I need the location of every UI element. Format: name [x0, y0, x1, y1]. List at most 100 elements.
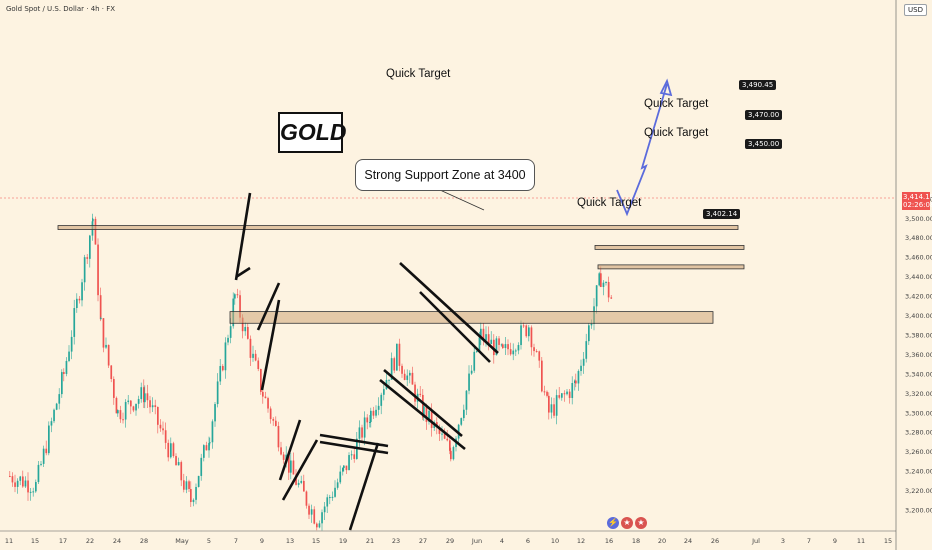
candle-body	[224, 342, 227, 371]
trendline[interactable]	[234, 192, 252, 281]
candle-body	[35, 482, 37, 492]
candle-body	[538, 351, 541, 361]
candle-body	[257, 360, 260, 370]
candle-body	[571, 383, 574, 398]
time-axis[interactable]: 11 15 17 22 24 28 May 5 7 9 13 15 19 21 23 27 29 Jun 4 6 10 1…	[5, 537, 892, 545]
candle-body	[446, 438, 449, 441]
x-tick-label: 26	[711, 537, 719, 545]
candle-body	[561, 393, 563, 398]
candle-body	[290, 460, 292, 473]
x-tick-label: 7	[234, 537, 238, 545]
candle-body	[40, 463, 42, 465]
trendline[interactable]	[399, 262, 499, 354]
candles	[9, 213, 613, 531]
candle-body	[502, 344, 504, 348]
callout-pointer	[439, 189, 485, 211]
candle-body	[159, 424, 162, 429]
candle-body	[275, 420, 277, 426]
candle-body	[313, 509, 316, 524]
candle-body	[463, 409, 465, 419]
y-tick-label: 3,420.00	[905, 293, 932, 301]
candle-body	[81, 282, 83, 301]
trendline[interactable]	[281, 439, 319, 501]
candle-body	[598, 273, 601, 286]
x-tick-label: 18	[632, 537, 640, 545]
candle-body	[575, 380, 577, 384]
candle-body	[190, 489, 192, 503]
candle-body	[331, 496, 334, 498]
y-tick-label: 3,240.00	[905, 468, 932, 476]
candle-body	[22, 476, 24, 487]
y-tick-label: 3,400.00	[905, 312, 932, 320]
x-tick-label: 24	[684, 537, 692, 545]
trendline[interactable]	[260, 299, 281, 391]
candle-body	[566, 391, 568, 395]
trendline[interactable]	[383, 369, 463, 437]
candle-body	[443, 433, 446, 439]
x-tick-label: 13	[286, 537, 294, 545]
candle-body	[393, 358, 396, 371]
candle-body	[236, 294, 239, 296]
candle-body	[73, 308, 76, 337]
target-zone[interactable]	[57, 225, 739, 230]
candle-body	[208, 443, 210, 451]
candle-body	[83, 257, 86, 283]
y-tick-label: 3,500.00	[905, 215, 932, 223]
candle-body	[468, 373, 470, 391]
lightning-icon[interactable]: ⚡	[607, 517, 619, 529]
candle-body	[70, 336, 73, 352]
candle-body	[450, 450, 452, 460]
candle-body	[380, 394, 383, 406]
candle-body	[53, 409, 55, 422]
projection-line[interactable]	[616, 83, 668, 217]
candle-body	[117, 410, 119, 414]
candle-body	[130, 400, 132, 407]
us-flag-icon[interactable]: ★	[635, 517, 647, 529]
trendline[interactable]	[278, 419, 302, 481]
candle-body	[50, 421, 53, 426]
candle-body	[89, 235, 91, 259]
candle-body	[345, 465, 348, 471]
x-tick-label: Jul	[751, 537, 760, 545]
x-tick-label: 15	[884, 537, 892, 545]
candle-body	[110, 365, 113, 380]
candle-body	[272, 419, 275, 421]
candle-body	[363, 417, 366, 438]
trendline[interactable]	[235, 266, 251, 279]
candle-body	[137, 399, 140, 404]
candle-body	[9, 475, 11, 477]
candle-body	[553, 404, 555, 416]
candle-body	[605, 281, 607, 283]
candle-body	[211, 421, 214, 443]
candle-body	[388, 379, 390, 381]
target-zone[interactable]	[597, 264, 745, 270]
trendline[interactable]	[419, 291, 491, 363]
candle-body	[342, 468, 344, 472]
candle-body	[375, 409, 377, 416]
target-zone[interactable]	[594, 245, 745, 250]
candle-body	[595, 285, 598, 307]
candle-body	[323, 506, 326, 513]
current-price: 3,414.19	[903, 193, 932, 201]
candle-body	[86, 257, 89, 259]
candle-body	[45, 448, 48, 454]
x-tick-label: 10	[551, 537, 559, 545]
us-flag-icon[interactable]: ★	[621, 517, 633, 529]
x-tick-label: 24	[113, 537, 121, 545]
trendline[interactable]	[256, 282, 281, 331]
event-icons[interactable]: ⚡ ★ ★	[607, 517, 649, 529]
currency-button[interactable]: USD	[904, 4, 927, 16]
trendline[interactable]	[379, 378, 466, 451]
candle-body	[522, 325, 525, 327]
x-tick-label: 17	[59, 537, 67, 545]
candle-body	[180, 462, 183, 481]
trendline[interactable]	[348, 442, 380, 531]
current-price-badge[interactable]: 3,414.19 02:26:08	[902, 192, 932, 210]
support-zone[interactable]	[229, 311, 714, 324]
candle-body	[154, 405, 157, 408]
candle-body	[525, 325, 528, 337]
candle-body	[414, 384, 416, 402]
x-tick-label: 28	[140, 537, 148, 545]
